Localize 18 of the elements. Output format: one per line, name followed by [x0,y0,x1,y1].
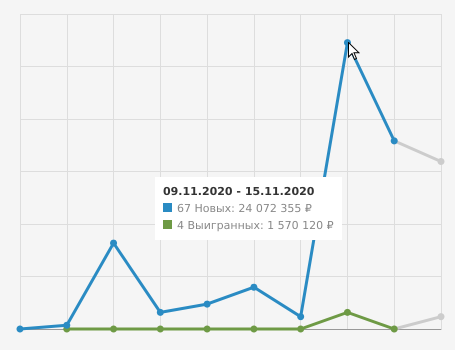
point [204,326,211,332]
point [204,300,211,308]
point [16,326,24,332]
point [250,326,258,332]
point [110,326,118,332]
point [110,240,118,247]
point [438,158,444,165]
point [156,326,164,332]
point [344,308,351,316]
point [438,313,444,320]
point [297,326,304,332]
annotation: 67 Новых: 24 072 355 ₽ [177,202,312,215]
point [156,308,164,316]
point [297,313,304,320]
point [63,322,70,329]
annotation: 4 Выигранных: 1 570 120 ₽ [177,219,334,232]
annotation: 09.11.2020 - 15.11.2020 [163,185,314,198]
point [250,284,258,291]
